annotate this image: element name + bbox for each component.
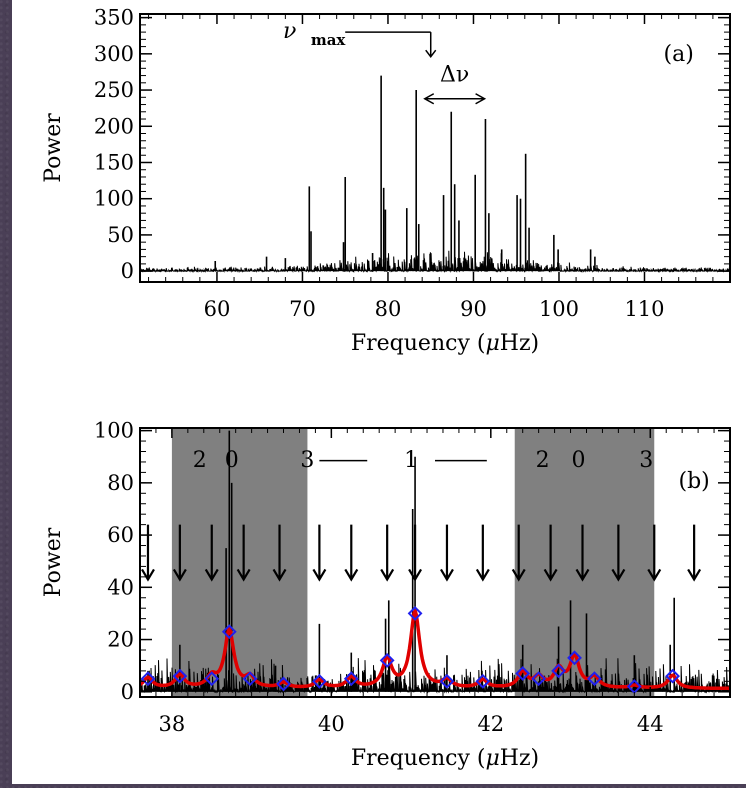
fit-marker bbox=[276, 676, 291, 692]
plot-area bbox=[140, 430, 730, 694]
y-tick-label: 300 bbox=[94, 42, 134, 66]
panel-label: (a) bbox=[664, 42, 694, 67]
mode-degree-label: 0 bbox=[572, 448, 586, 473]
mode-arrow-head bbox=[172, 568, 187, 582]
axes-frame bbox=[139, 13, 731, 283]
panel-label: (b) bbox=[678, 469, 709, 494]
x-tick-label: 44 bbox=[637, 712, 664, 736]
x-tick-label: 80 bbox=[375, 297, 402, 321]
y-tick-label: 100 bbox=[94, 187, 134, 211]
y-tick-label: 80 bbox=[107, 471, 134, 495]
mode-degree-label: 3 bbox=[639, 448, 653, 473]
fit-marker bbox=[475, 673, 491, 689]
numax-arrow-head bbox=[425, 49, 437, 58]
mode-arrow-head bbox=[575, 568, 590, 582]
numax-label: ν bbox=[283, 19, 296, 44]
figure-panel: 60 70 80 90 100 110 0 50 100 150 200 250 300 350 Frequ… bbox=[12, 0, 746, 784]
y-tick-label: 20 bbox=[107, 628, 134, 652]
mode-arrow-head bbox=[543, 568, 558, 582]
x-axis-label-mu: μ bbox=[485, 331, 499, 356]
fit-marker bbox=[379, 653, 395, 668]
mode-arrow-head bbox=[511, 568, 526, 582]
mode-degree-label: 2 bbox=[536, 448, 550, 473]
y-tick-label: 50 bbox=[107, 223, 134, 247]
x-axis-label-mu: μ bbox=[485, 746, 499, 771]
y-tick-label: 100 bbox=[94, 419, 134, 443]
fit-marker bbox=[531, 671, 547, 687]
chart-a: 60 70 80 90 100 110 0 50 100 150 200 250 300 350 Frequ… bbox=[41, 6, 731, 356]
y-tick-label: 200 bbox=[94, 114, 134, 138]
fit-marker bbox=[221, 624, 237, 640]
y-tick-label: 60 bbox=[107, 523, 134, 547]
y-axis-label: Power bbox=[41, 527, 66, 597]
x-tick-label: 40 bbox=[318, 712, 345, 736]
x-tick-label: 100 bbox=[539, 297, 579, 321]
shaded-region bbox=[514, 428, 655, 697]
delta-nu-label: Δν bbox=[440, 62, 469, 87]
y-tick-label: 250 bbox=[94, 78, 134, 102]
x-axis-label-text: Frequency ( bbox=[351, 746, 486, 771]
mode-arrow-head bbox=[647, 568, 662, 582]
delta-nu-arrow-head-right bbox=[475, 93, 487, 105]
mode-arrow-head bbox=[408, 568, 423, 582]
x-axis-label-text: Frequency ( bbox=[351, 331, 486, 356]
x-tick-label: 110 bbox=[624, 297, 664, 321]
mode-arrow-head bbox=[204, 568, 219, 582]
x-axis-label: Frequency (μHz) bbox=[351, 746, 539, 771]
x-tick-label: 60 bbox=[204, 297, 231, 321]
mode-arrow-head bbox=[344, 568, 359, 582]
axes-frame bbox=[139, 427, 731, 698]
x-tick-label: 38 bbox=[159, 712, 186, 736]
y-tick-label: 40 bbox=[107, 575, 134, 599]
noise-spectrum bbox=[140, 658, 730, 694]
y-tick-label: 0 bbox=[121, 259, 134, 283]
figure-svg: 60 70 80 90 100 110050100150200250300350Frequ… bbox=[41, 6, 731, 771]
y-tick-label: 350 bbox=[94, 6, 134, 30]
x-axis-label-unit: Hz) bbox=[500, 331, 539, 356]
fit-marker bbox=[567, 650, 582, 666]
plot-area bbox=[140, 75, 730, 273]
mode-arrow-head bbox=[236, 568, 251, 582]
fit-marker bbox=[242, 671, 258, 687]
fit-marker bbox=[140, 671, 156, 687]
mode-arrow-head bbox=[141, 568, 155, 582]
fit-marker bbox=[665, 668, 681, 684]
x-tick-label: 42 bbox=[477, 712, 504, 736]
x-axis-label-unit: Hz) bbox=[500, 746, 539, 771]
x-tick-label: 90 bbox=[460, 297, 487, 321]
delta-nu-arrow-head-left bbox=[423, 93, 435, 105]
y-tick-label: 0 bbox=[121, 680, 134, 704]
mode-arrow-head bbox=[272, 568, 287, 582]
fit-marker bbox=[407, 606, 423, 621]
mode-arrow-head bbox=[475, 568, 490, 582]
fit-curve bbox=[140, 608, 730, 691]
y-tick-label: 150 bbox=[94, 150, 134, 174]
fit-marker bbox=[172, 668, 188, 684]
x-axis-label: Frequency (μHz) bbox=[351, 331, 539, 356]
numax-subscript: max bbox=[311, 31, 347, 49]
mode-degree-label: 0 bbox=[225, 448, 239, 473]
mode-arrow-head bbox=[440, 568, 454, 582]
fit-marker bbox=[311, 673, 327, 689]
mode-degree-label: 2 bbox=[193, 448, 207, 473]
mode-arrow-head bbox=[687, 568, 702, 582]
mode-arrow-head bbox=[312, 568, 327, 582]
fit-marker bbox=[515, 666, 531, 681]
noise-spectrum bbox=[140, 250, 730, 273]
mode-degree-label: 3 bbox=[300, 448, 314, 473]
fit-marker bbox=[343, 671, 359, 687]
mode-arrow-head bbox=[380, 568, 395, 582]
shaded-region bbox=[171, 428, 308, 697]
mode-arrow-head bbox=[611, 568, 626, 582]
fit-marker bbox=[551, 663, 566, 679]
mode-degree-label: 1 bbox=[404, 448, 418, 473]
fit-marker bbox=[439, 673, 455, 689]
x-tick-label: 70 bbox=[289, 297, 316, 321]
fit-marker bbox=[587, 671, 602, 687]
fit-marker bbox=[204, 671, 220, 687]
y-axis-label: Power bbox=[41, 113, 66, 183]
